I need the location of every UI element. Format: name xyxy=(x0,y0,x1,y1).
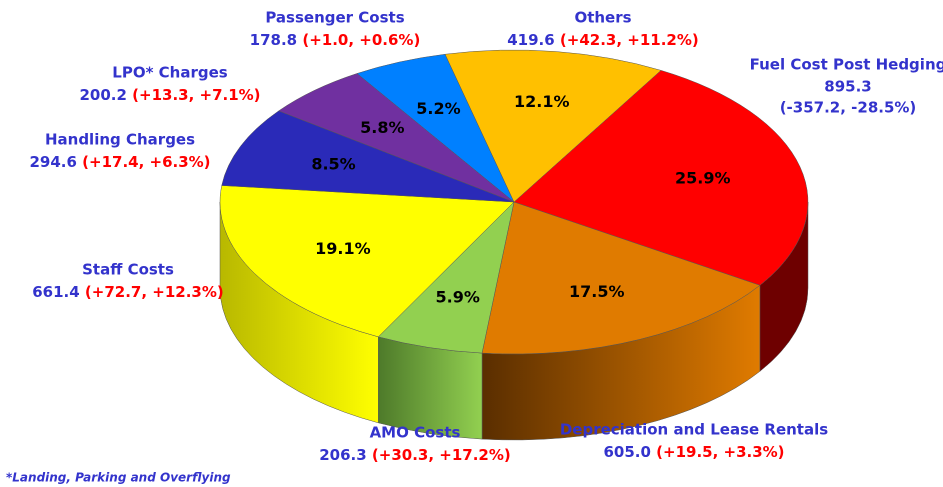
pie-sides xyxy=(219,201,809,441)
amount-line: 419.6 (+42.3, +11.2%) xyxy=(507,31,699,49)
amount-line: 200.2 (+13.3, +7.1%) xyxy=(79,86,260,104)
change-label: (+30.3, +17.2%) xyxy=(372,446,511,464)
percent-label: 25.9% xyxy=(675,168,731,187)
category-label: Others xyxy=(574,9,631,27)
pie-tops xyxy=(219,49,809,355)
percent-label: 8.5% xyxy=(311,155,355,174)
category-label: Staff Costs xyxy=(82,261,174,279)
pie-slice xyxy=(221,110,515,203)
category-label: Passenger Costs xyxy=(265,9,404,27)
percent-label: 5.2% xyxy=(416,99,460,118)
amount-line: 206.3 (+30.3, +17.2%) xyxy=(319,446,511,464)
amount-label: 605.0 xyxy=(603,443,650,461)
labels: 25.9% 17.5% 5.9% 19.1% 8.5% 5.8% 5.2% 12.1% Fuel… xyxy=(29,9,943,464)
change-label: (+72.7, +12.3%) xyxy=(85,283,224,301)
category-label: Depreciation and Lease Rentals xyxy=(560,421,828,439)
pie-slice xyxy=(481,201,761,355)
change-label: (+1.0, +0.6%) xyxy=(302,31,420,49)
amount-label: 661.4 xyxy=(32,283,79,301)
amount-label: 206.3 xyxy=(319,446,366,464)
category-label: Handling Charges xyxy=(45,131,195,149)
category-label: LPO* Charges xyxy=(112,64,227,82)
percent-label: 19.1% xyxy=(315,239,371,258)
footnote: *Landing, Parking and Overflying xyxy=(6,471,231,485)
percent-label: 12.1% xyxy=(514,92,570,111)
pie-slice xyxy=(219,185,515,338)
change-label: (+42.3, +11.2%) xyxy=(560,31,699,49)
amount-line: 661.4 (+72.7, +12.3%) xyxy=(32,283,224,301)
percent-label: 17.5% xyxy=(569,282,625,301)
category-label: AMO Costs xyxy=(370,424,461,442)
amount-label: 200.2 xyxy=(79,86,126,104)
amount-label: 419.6 xyxy=(507,31,554,49)
amount-label: 895.3 xyxy=(824,78,871,96)
amount-label: 294.6 xyxy=(29,153,76,171)
percent-label: 5.8% xyxy=(360,118,404,137)
change-label: (+13.3, +7.1%) xyxy=(132,86,260,104)
change-label: (+17.4, +6.3%) xyxy=(82,153,210,171)
pie-slice xyxy=(513,70,809,286)
amount-line: 605.0 (+19.5, +3.3%) xyxy=(603,443,784,461)
change-label: (-357.2, -28.5%) xyxy=(780,99,917,117)
percent-label: 5.9% xyxy=(436,288,480,307)
category-label: Fuel Cost Post Hedging xyxy=(750,56,943,74)
amount-line: 294.6 (+17.4, +6.3%) xyxy=(29,153,210,171)
change-label: (+19.5, +3.3%) xyxy=(656,443,784,461)
pie-slice xyxy=(444,49,662,203)
amount-line: 178.8 (+1.0, +0.6%) xyxy=(250,31,421,49)
amount-label: 178.8 xyxy=(250,31,297,49)
